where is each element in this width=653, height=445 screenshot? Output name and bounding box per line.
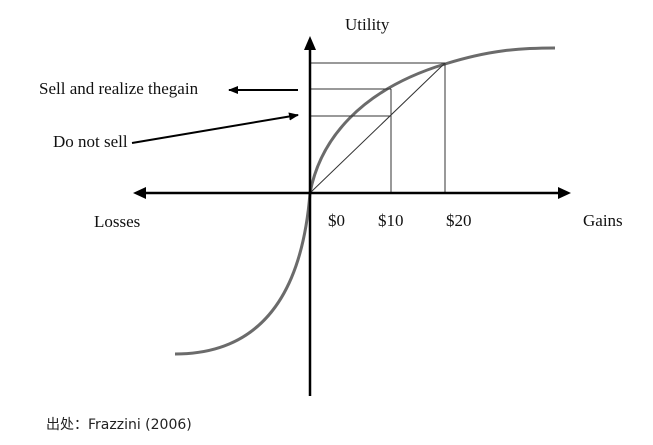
annotation-sell: Sell and realize thegain (39, 79, 199, 98)
tick-label-10: $10 (378, 211, 404, 230)
x-axis-negative-label: Losses (94, 212, 140, 231)
y-axis-label: Utility (345, 15, 390, 34)
annotation-hold: Do not sell (53, 132, 128, 151)
tick-label-20: $20 (446, 211, 472, 230)
x-axis-right-arrowhead (558, 187, 571, 199)
x-axis-positive-label: Gains (583, 211, 623, 230)
value-function-curve (174, 46, 556, 356)
chord-line (309, 62, 446, 194)
y-axis-up-arrowhead (304, 36, 316, 50)
annotation-hold-arrow (131, 112, 299, 144)
prospect-theory-value-function-diagram: Utility Losses Gains $0 $10 $20 Sell and… (39, 15, 623, 396)
x-axis-left-arrowhead (133, 187, 146, 199)
source-caption: 出处：Frazzini (2006) (46, 417, 192, 433)
tick-label-0: $0 (328, 211, 345, 230)
